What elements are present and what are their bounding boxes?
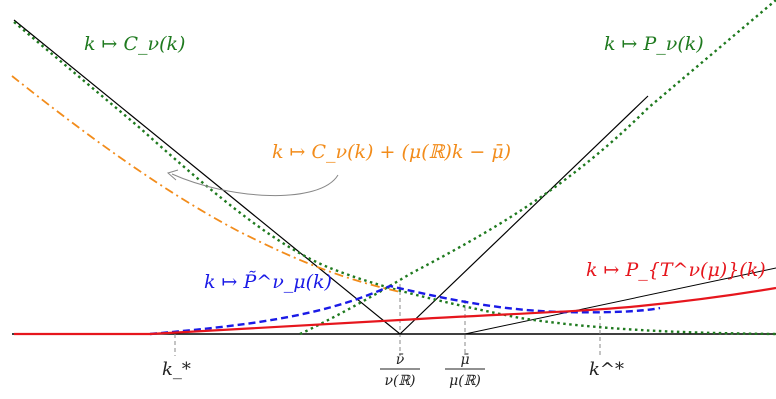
tick-label-k-low: k_* [162,359,191,380]
tick-label-mu-num: μ̄ [460,352,469,368]
p-t-curve [14,286,776,336]
tick-label-mu-den: μ(ℝ) [449,373,481,389]
annotation-arrow [171,173,339,196]
tick-label-k-high: k^* [589,359,624,380]
call-payoff-line [13,19,649,335]
p-tilde-curve [149,284,661,336]
label-shifted-call: k ↦ C_ν(k) + (μ(ℝ)k − μ̄) [272,141,511,163]
label-call: k ↦ C_ν(k) [84,33,185,55]
tick-label-mu-fraction: μ̄ μ(ℝ) [445,352,485,389]
label-p-t: k ↦ P_{T^ν(μ)}(k) [586,259,766,281]
put-payoff-line [464,267,776,335]
tick-label-nu-fraction: ν̄ ν(ℝ) [380,352,420,389]
label-p-tilde: k ↦ P̃^ν_μ(k) [204,271,332,293]
tick-label-nu-den: ν(ℝ) [384,373,415,389]
annotation-arrowhead [166,169,179,181]
shifted-call-curve [11,75,401,293]
label-put: k ↦ P_ν(k) [604,33,704,55]
tick-label-nu-num: ν̄ [396,352,405,368]
call-curve [13,21,776,336]
